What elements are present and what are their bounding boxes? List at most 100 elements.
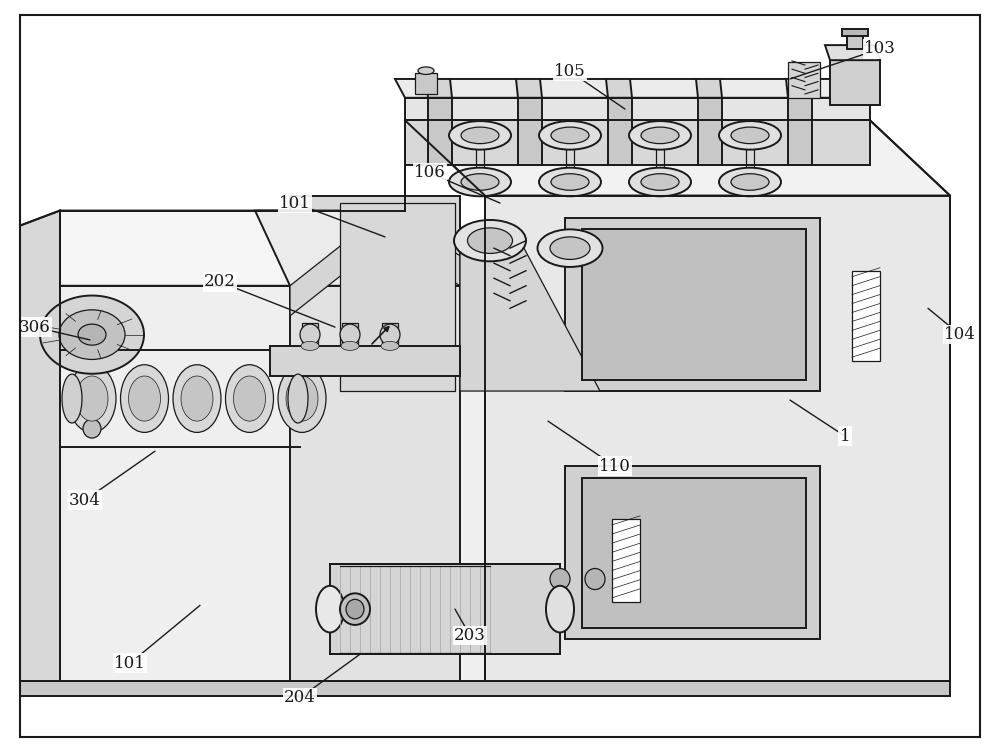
Text: 203: 203 xyxy=(454,627,486,644)
Polygon shape xyxy=(825,45,880,60)
Polygon shape xyxy=(20,211,60,696)
Polygon shape xyxy=(255,211,460,286)
Ellipse shape xyxy=(341,341,359,350)
Ellipse shape xyxy=(418,67,434,74)
Ellipse shape xyxy=(380,324,400,345)
Text: 101: 101 xyxy=(279,195,311,211)
Text: 304: 304 xyxy=(69,492,101,508)
Text: 110: 110 xyxy=(599,458,631,475)
Polygon shape xyxy=(60,286,485,681)
Text: 101: 101 xyxy=(114,655,146,672)
Ellipse shape xyxy=(641,127,679,144)
Polygon shape xyxy=(516,79,542,98)
Ellipse shape xyxy=(226,365,274,432)
Ellipse shape xyxy=(468,228,512,253)
Ellipse shape xyxy=(719,121,781,150)
Text: 106: 106 xyxy=(414,165,446,181)
Polygon shape xyxy=(608,98,632,165)
Polygon shape xyxy=(342,323,358,346)
Ellipse shape xyxy=(629,168,691,196)
Ellipse shape xyxy=(629,121,691,150)
Ellipse shape xyxy=(551,174,589,190)
Ellipse shape xyxy=(539,121,601,150)
Ellipse shape xyxy=(546,586,574,632)
Ellipse shape xyxy=(316,586,344,632)
Ellipse shape xyxy=(346,599,364,619)
Polygon shape xyxy=(582,229,806,380)
Ellipse shape xyxy=(62,374,82,423)
Bar xyxy=(415,73,437,94)
Bar xyxy=(788,62,820,98)
Polygon shape xyxy=(395,79,870,98)
Polygon shape xyxy=(847,36,863,49)
Ellipse shape xyxy=(68,365,116,432)
Polygon shape xyxy=(485,196,950,681)
Polygon shape xyxy=(60,211,485,286)
Ellipse shape xyxy=(539,168,601,196)
Polygon shape xyxy=(330,564,560,654)
Polygon shape xyxy=(830,60,880,105)
Text: 104: 104 xyxy=(944,326,976,343)
Polygon shape xyxy=(788,98,812,165)
Text: 202: 202 xyxy=(204,274,236,290)
Ellipse shape xyxy=(550,569,570,590)
Ellipse shape xyxy=(288,374,308,423)
Ellipse shape xyxy=(300,324,320,345)
Ellipse shape xyxy=(173,365,221,432)
Ellipse shape xyxy=(550,237,590,259)
Polygon shape xyxy=(606,79,632,98)
Polygon shape xyxy=(405,120,870,165)
Polygon shape xyxy=(518,98,542,165)
Ellipse shape xyxy=(719,168,781,196)
Ellipse shape xyxy=(381,341,399,350)
Polygon shape xyxy=(290,211,460,316)
Polygon shape xyxy=(786,79,812,98)
Circle shape xyxy=(59,310,125,359)
Polygon shape xyxy=(565,466,820,639)
Ellipse shape xyxy=(234,376,266,421)
Polygon shape xyxy=(428,98,452,165)
Ellipse shape xyxy=(731,174,769,190)
Ellipse shape xyxy=(278,365,326,432)
Polygon shape xyxy=(842,29,868,36)
Text: 105: 105 xyxy=(554,63,586,80)
Polygon shape xyxy=(20,681,950,696)
Ellipse shape xyxy=(286,376,318,421)
Polygon shape xyxy=(582,478,806,628)
Polygon shape xyxy=(340,203,455,391)
Polygon shape xyxy=(405,98,870,120)
Polygon shape xyxy=(426,79,452,98)
Polygon shape xyxy=(290,286,460,681)
Ellipse shape xyxy=(454,220,526,262)
Ellipse shape xyxy=(83,420,101,438)
Ellipse shape xyxy=(129,376,161,421)
Ellipse shape xyxy=(449,121,511,150)
Ellipse shape xyxy=(340,593,370,625)
Text: 204: 204 xyxy=(284,690,316,706)
Circle shape xyxy=(40,296,144,374)
Polygon shape xyxy=(290,196,460,286)
Polygon shape xyxy=(382,323,398,346)
Text: 103: 103 xyxy=(864,41,896,57)
Polygon shape xyxy=(405,120,950,196)
Ellipse shape xyxy=(340,324,360,345)
Circle shape xyxy=(78,324,106,345)
Ellipse shape xyxy=(449,168,511,196)
Ellipse shape xyxy=(121,365,169,432)
Bar xyxy=(852,271,880,361)
Ellipse shape xyxy=(461,174,499,190)
Polygon shape xyxy=(302,323,318,346)
Polygon shape xyxy=(460,241,600,391)
Text: 306: 306 xyxy=(19,319,51,335)
Ellipse shape xyxy=(731,127,769,144)
Ellipse shape xyxy=(551,127,589,144)
Ellipse shape xyxy=(301,341,319,350)
Ellipse shape xyxy=(641,174,679,190)
Bar xyxy=(612,519,640,602)
Ellipse shape xyxy=(461,127,499,144)
Polygon shape xyxy=(270,346,460,376)
Polygon shape xyxy=(565,218,820,391)
Ellipse shape xyxy=(538,229,602,267)
Ellipse shape xyxy=(181,376,213,421)
Polygon shape xyxy=(696,79,722,98)
